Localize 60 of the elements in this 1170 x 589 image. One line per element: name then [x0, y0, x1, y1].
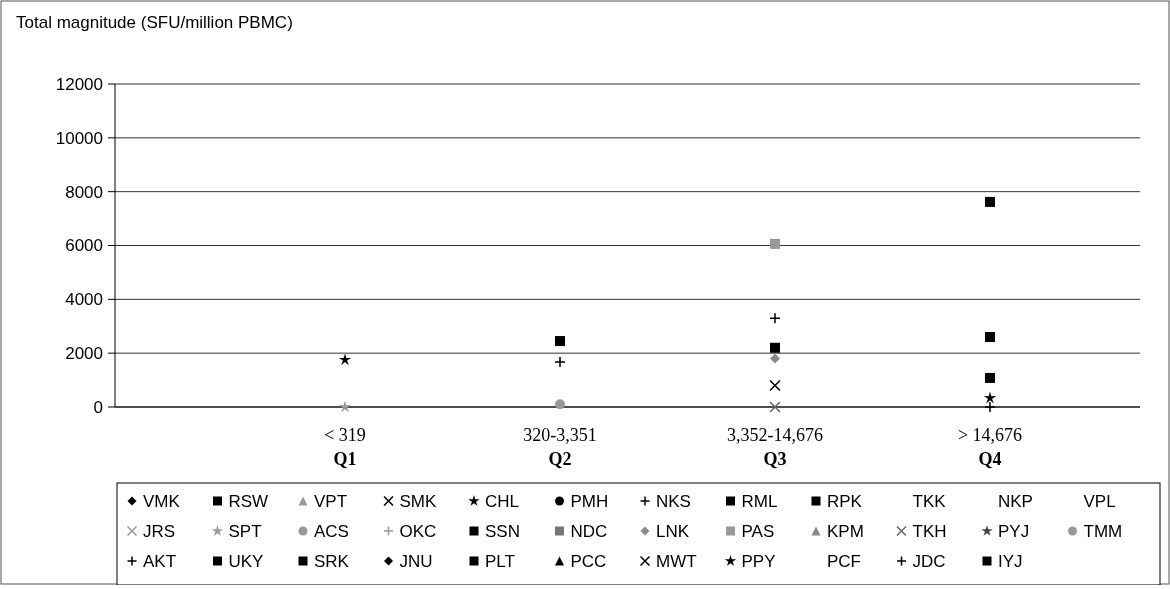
legend-label: VMK	[143, 491, 181, 511]
legend-label: TMM	[1083, 521, 1123, 541]
legend-label: PMH	[570, 491, 609, 511]
legend-label: CHL	[485, 491, 520, 511]
legend-label: MWT	[656, 551, 697, 571]
legend-label: IYJ	[998, 551, 1023, 571]
legend-label: JDC	[912, 551, 946, 571]
legend-label: RPK	[827, 491, 863, 511]
legend-label: SPT	[228, 521, 262, 541]
legend-label: VPT	[314, 491, 348, 511]
legend-label: PYJ	[998, 521, 1030, 541]
legend-label: RSW	[228, 491, 269, 511]
y-tick-label: 8000	[65, 182, 103, 202]
legend-label: KPM	[827, 521, 864, 541]
point	[770, 238, 780, 249]
legend-label: PCF	[827, 551, 861, 571]
point	[770, 342, 780, 353]
y-tick-label: 6000	[65, 236, 103, 256]
legend-label: SRK	[314, 551, 350, 571]
legend-label: VPL	[1083, 491, 1116, 511]
legend-label: JNU	[399, 551, 433, 571]
point	[985, 372, 995, 383]
legend-label: UKY	[228, 551, 264, 571]
legend-label: SSN	[485, 521, 520, 541]
legend-label: PCC	[570, 551, 607, 571]
point	[770, 353, 780, 364]
point	[985, 332, 995, 343]
x-tick-label: 3,352-14,676 Q3	[727, 425, 823, 469]
legend-label: NDC	[570, 521, 608, 541]
y-tick-label: 4000	[65, 290, 103, 310]
legend-label: RML	[741, 491, 778, 511]
point	[555, 399, 565, 410]
legend-label: SMK	[399, 491, 437, 511]
x-tick-label: > 14,676 Q4	[957, 425, 1023, 469]
y-axis-title: Total magnitude (SFU/million PBMC)	[16, 13, 293, 32]
legend-label: PAS	[741, 521, 775, 541]
x-tick-label: 320-3,351 Q2	[523, 425, 597, 469]
y-tick-label: 0	[93, 397, 103, 417]
legend-label: PPY	[741, 551, 776, 571]
point	[769, 401, 781, 413]
point	[555, 336, 565, 347]
point	[338, 400, 352, 413]
legend-label: LNK	[656, 521, 690, 541]
y-tick-label: 10000	[55, 128, 103, 148]
legend-label: ACS	[314, 521, 349, 541]
point	[769, 379, 781, 392]
legend-label: PLT	[485, 551, 515, 571]
legend-label: OKC	[399, 521, 437, 541]
point	[338, 353, 352, 366]
y-tick-label: 12000	[55, 74, 103, 94]
legend-label: TKH	[912, 521, 947, 541]
legend-label: JRS	[143, 521, 176, 541]
y-tick-label: 2000	[65, 344, 103, 364]
legend-label: TKK	[912, 491, 947, 511]
point	[983, 391, 997, 404]
legend-label: NKS	[656, 491, 691, 511]
legend-label: AKT	[143, 551, 177, 571]
x-tick-label: < 319 Q1	[324, 425, 366, 469]
legend-label: NKP	[998, 491, 1033, 511]
point	[985, 196, 995, 207]
